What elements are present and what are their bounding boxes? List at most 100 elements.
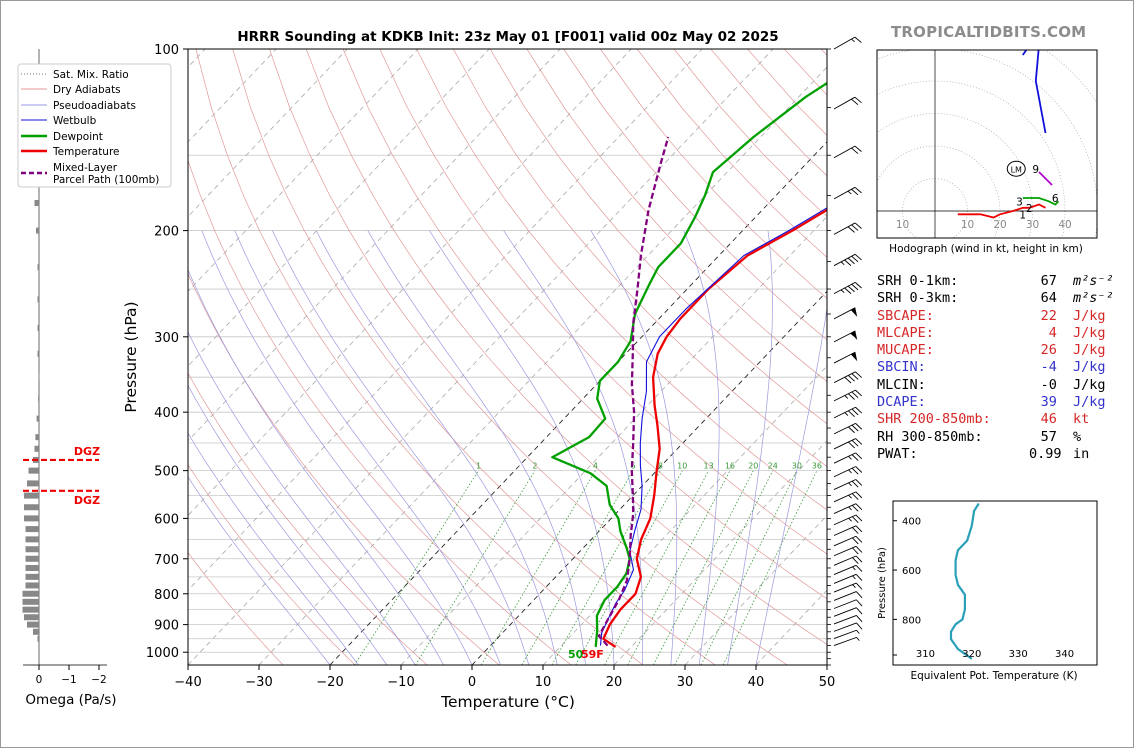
barb-full [851, 224, 859, 231]
theta-e-panel: 310 320 330 340 400 600 800 [892, 500, 1098, 666]
barb-full [855, 535, 863, 543]
mixing-ratio-label: 8 [658, 462, 663, 471]
mixing-ratio-line [722, 470, 818, 665]
dry-adiabat [489, 49, 827, 425]
omega-bar [22, 606, 39, 613]
omega-bar [28, 467, 39, 474]
theta-e-x-tick-label: 330 [1009, 649, 1028, 660]
legend-label: Temperature [52, 146, 120, 158]
legend-label: Dewpoint [53, 131, 103, 143]
theta-e-trace [949, 502, 980, 660]
barb-full [854, 282, 862, 289]
x-tick-label: −30 [245, 675, 272, 690]
theta-e-y-tick-label: 600 [902, 566, 921, 577]
y-axis-label: Pressure (hPa) [122, 301, 140, 412]
wind-barb [833, 307, 858, 320]
barb-full [844, 287, 852, 294]
y-tick-label: 400 [154, 406, 179, 421]
barb-full [854, 96, 862, 104]
surface-temperature-label: 59F [581, 648, 604, 661]
dry-adiabat [188, 464, 356, 665]
barb-full [851, 527, 859, 534]
param-unit: m²s⁻² [1073, 273, 1114, 289]
omega-bar [22, 598, 39, 605]
param-unit: J/kg [1073, 324, 1106, 341]
background-grid [188, 49, 827, 665]
omega-bar [24, 492, 39, 499]
dry-adiabat [195, 49, 644, 665]
barb-staff [833, 599, 857, 609]
wind-barb [833, 629, 860, 639]
dry-adiabat [452, 49, 827, 468]
barb-staff [833, 629, 857, 639]
moist-adiabat [188, 432, 359, 665]
mixing-ratio-label: 20 [748, 462, 758, 471]
hodograph-height-label: 6 [1052, 193, 1059, 205]
barb-full [855, 371, 863, 378]
omega-bar [27, 480, 39, 487]
moist-adiabat [201, 230, 473, 665]
param-row: SBCIN: -4 J/kg [877, 359, 1117, 376]
wind-barb [833, 545, 863, 557]
omega-bar [25, 582, 39, 589]
omega-bar [38, 395, 40, 402]
param-unit: J/kg [1073, 376, 1106, 393]
barb-staff [833, 636, 857, 647]
barb-full [844, 259, 852, 266]
sounding-traces [551, 81, 827, 648]
legend-label: Dry Adiabats [53, 84, 121, 96]
barb-full [852, 537, 859, 545]
omega-bar [34, 445, 39, 452]
hodograph-height-label: 2 [1026, 203, 1033, 215]
trace-dewpoint [551, 81, 827, 648]
y-tick-label: 800 [154, 588, 179, 603]
wind-barb [833, 615, 863, 625]
param-unit: % [1073, 428, 1082, 445]
x-tick-label: 40 [748, 675, 765, 690]
omega-tick-label: −1 [61, 674, 76, 686]
barb-full [848, 410, 855, 417]
barb-half [852, 566, 856, 571]
barb-full [854, 36, 862, 43]
param-unit: m²s⁻² [1073, 290, 1114, 307]
wind-barb [833, 222, 862, 235]
isotherm [188, 49, 561, 442]
y-tick-label: 900 [154, 619, 179, 634]
barb-full [851, 98, 859, 106]
barb-half [848, 494, 852, 499]
barb-half [856, 637, 860, 641]
param-label: PWAT: [877, 445, 918, 462]
omega-bar [35, 434, 39, 441]
barb-half [844, 412, 849, 416]
barb-full [855, 452, 863, 460]
wind-barb [833, 389, 863, 402]
omega-bar [24, 614, 39, 621]
param-row: PWAT: 0.99 in [877, 446, 1117, 463]
storm-motion-marker [1006, 160, 1026, 177]
omega-bar [25, 546, 39, 553]
param-label: MUCAPE: [877, 342, 934, 359]
dgz-label-top: DGZ [74, 445, 100, 458]
barb-full [848, 441, 855, 449]
omega-tick-label: −2 [91, 674, 106, 686]
isotherm [188, 49, 703, 591]
omega-bar [38, 374, 40, 381]
mixing-ratio-label: 4 [593, 462, 598, 471]
legend-label: Parcel Path (100mb) [53, 174, 159, 186]
mixing-ratio-label: 30 [792, 462, 802, 471]
barb-full [856, 615, 863, 623]
mixing-ratio-label: 36 [812, 462, 822, 471]
barb-full [851, 467, 859, 475]
legend-label: Pseudoadiabats [53, 100, 136, 112]
barb-full [851, 255, 859, 263]
omega-bar [36, 227, 39, 234]
skewt-axes: −40 −30 −20 −10 0 10 20 30 40 50 100 200 300 400 500 60… [146, 43, 835, 690]
theta-e-y-tick-label: 800 [902, 615, 921, 626]
barb-staff [833, 466, 856, 478]
moist-adiabat [590, 230, 678, 665]
barb-staff [833, 615, 857, 625]
theta-e-frame [892, 500, 1098, 666]
param-unit: kt [1073, 411, 1090, 428]
wind-barb [833, 564, 863, 575]
